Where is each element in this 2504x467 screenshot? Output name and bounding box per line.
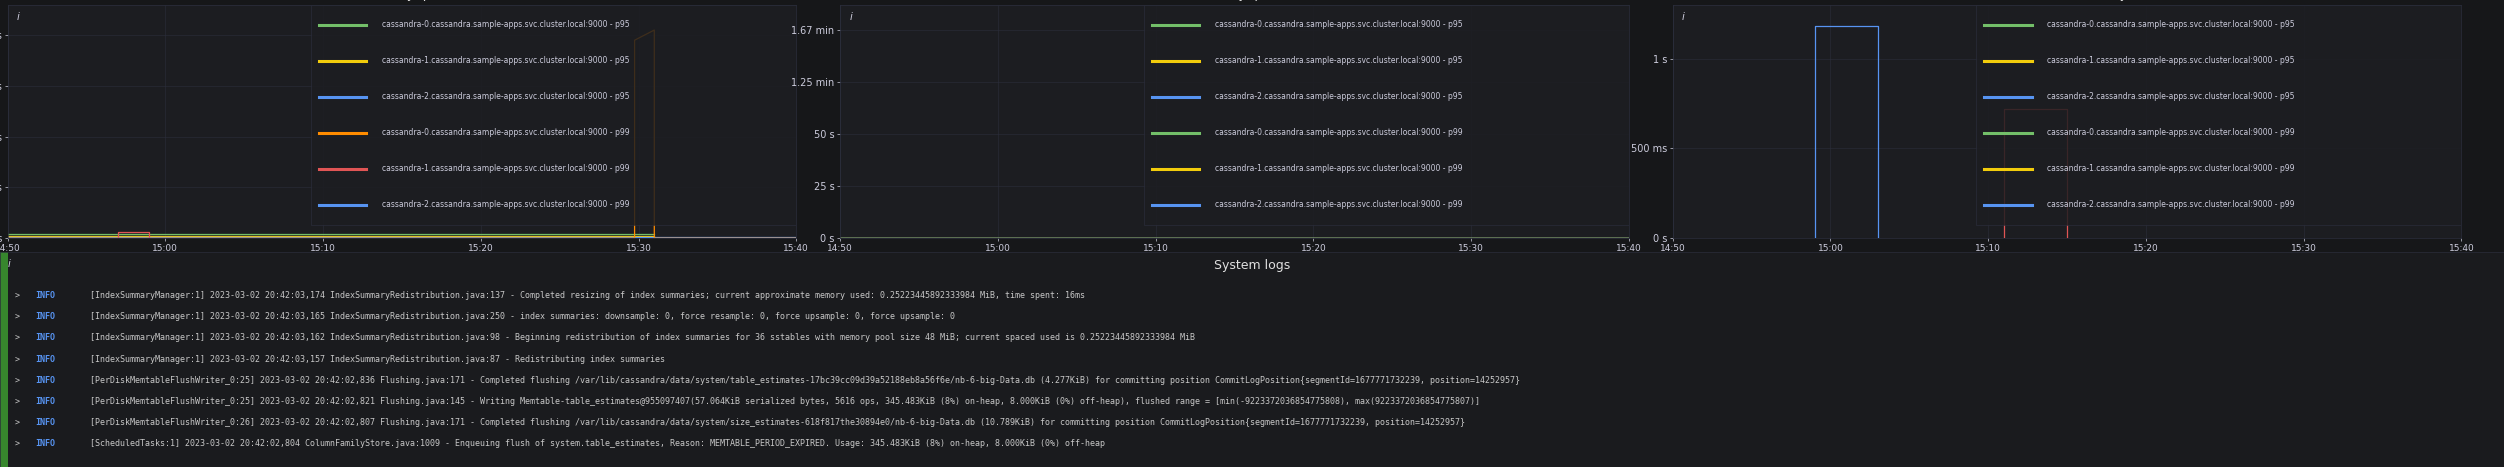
Text: [ScheduledTasks:1] 2023-03-02 20:42:02,804 ColumnFamilyStore.java:1009 - Enqueui: [ScheduledTasks:1] 2023-03-02 20:42:02,8… — [80, 439, 1104, 448]
Text: INFO: INFO — [35, 418, 55, 427]
Text: [PerDiskMemtableFlushWriter_0:26] 2023-03-02 20:42:02,807 Flushing.java:171 - Co: [PerDiskMemtableFlushWriter_0:26] 2023-0… — [80, 418, 1465, 427]
Text: INFO: INFO — [35, 333, 55, 342]
Title: Read latency quartiles: Read latency quartiles — [1164, 0, 1305, 1]
Text: cassandra-2.cassandra.sample-apps.svc.cluster.local:9000 - p95: cassandra-2.cassandra.sample-apps.svc.cl… — [383, 92, 629, 101]
Text: cassandra-1.cassandra.sample-apps.svc.cluster.local:9000 - p99: cassandra-1.cassandra.sample-apps.svc.cl… — [383, 164, 629, 173]
Text: INFO: INFO — [35, 354, 55, 363]
Text: cassandra-2.cassandra.sample-apps.svc.cluster.local:9000 - p99: cassandra-2.cassandra.sample-apps.svc.cl… — [1214, 200, 1462, 209]
Text: INFO: INFO — [35, 291, 55, 300]
Text: >: > — [15, 312, 25, 321]
Text: cassandra-2.cassandra.sample-apps.svc.cluster.local:9000 - p95: cassandra-2.cassandra.sample-apps.svc.cl… — [2048, 92, 2294, 101]
Text: i: i — [1683, 12, 1685, 21]
Text: cassandra-1.cassandra.sample-apps.svc.cluster.local:9000 - p99: cassandra-1.cassandra.sample-apps.svc.cl… — [1214, 164, 1462, 173]
Text: cassandra-1.cassandra.sample-apps.svc.cluster.local:9000 - p95: cassandra-1.cassandra.sample-apps.svc.cl… — [2048, 57, 2294, 65]
Text: System logs: System logs — [1214, 259, 1290, 272]
Text: [IndexSummaryManager:1] 2023-03-02 20:42:03,157 IndexSummaryRedistribution.java:: [IndexSummaryManager:1] 2023-03-02 20:42… — [80, 354, 666, 363]
Text: >: > — [15, 439, 25, 448]
Text: cassandra-2.cassandra.sample-apps.svc.cluster.local:9000 - p99: cassandra-2.cassandra.sample-apps.svc.cl… — [383, 200, 629, 209]
Text: >: > — [15, 418, 25, 427]
Text: [PerDiskMemtableFlushWriter_0:25] 2023-03-02 20:42:02,821 Flushing.java:145 - Wr: [PerDiskMemtableFlushWriter_0:25] 2023-0… — [80, 397, 1480, 406]
Text: >: > — [15, 354, 25, 363]
FancyBboxPatch shape — [310, 5, 796, 225]
Text: [PerDiskMemtableFlushWriter_0:25] 2023-03-02 20:42:02,836 Flushing.java:171 - Co: [PerDiskMemtableFlushWriter_0:25] 2023-0… — [80, 376, 1520, 385]
Text: [IndexSummaryManager:1] 2023-03-02 20:42:03,174 IndexSummaryRedistribution.java:: [IndexSummaryManager:1] 2023-03-02 20:42… — [80, 291, 1084, 300]
Text: cassandra-1.cassandra.sample-apps.svc.cluster.local:9000 - p95: cassandra-1.cassandra.sample-apps.svc.cl… — [383, 57, 629, 65]
Text: i: i — [8, 259, 10, 269]
Text: INFO: INFO — [35, 397, 55, 406]
Text: >: > — [15, 291, 25, 300]
Text: >: > — [15, 376, 25, 385]
Text: cassandra-0.cassandra.sample-apps.svc.cluster.local:9000 - p95: cassandra-0.cassandra.sample-apps.svc.cl… — [1214, 21, 1462, 29]
Text: cassandra-0.cassandra.sample-apps.svc.cluster.local:9000 - p95: cassandra-0.cassandra.sample-apps.svc.cl… — [383, 21, 631, 29]
Bar — [0, 252, 8, 467]
Text: cassandra-0.cassandra.sample-apps.svc.cluster.local:9000 - p95: cassandra-0.cassandra.sample-apps.svc.cl… — [2048, 21, 2296, 29]
Text: cassandra-2.cassandra.sample-apps.svc.cluster.local:9000 - p99: cassandra-2.cassandra.sample-apps.svc.cl… — [2048, 200, 2294, 209]
Text: [IndexSummaryManager:1] 2023-03-02 20:42:03,162 IndexSummaryRedistribution.java:: [IndexSummaryManager:1] 2023-03-02 20:42… — [80, 333, 1194, 342]
Text: cassandra-0.cassandra.sample-apps.svc.cluster.local:9000 - p99: cassandra-0.cassandra.sample-apps.svc.cl… — [383, 128, 631, 137]
Text: cassandra-2.cassandra.sample-apps.svc.cluster.local:9000 - p95: cassandra-2.cassandra.sample-apps.svc.cl… — [1214, 92, 1462, 101]
Text: >: > — [15, 397, 25, 406]
Text: >: > — [15, 333, 25, 342]
Text: INFO: INFO — [35, 312, 55, 321]
Text: i: i — [849, 12, 851, 21]
Text: cassandra-0.cassandra.sample-apps.svc.cluster.local:9000 - p99: cassandra-0.cassandra.sample-apps.svc.cl… — [1214, 128, 1462, 137]
Title: Write latency quartiles: Write latency quartiles — [331, 0, 473, 1]
Text: cassandra-1.cassandra.sample-apps.svc.cluster.local:9000 - p95: cassandra-1.cassandra.sample-apps.svc.cl… — [1214, 57, 1462, 65]
FancyBboxPatch shape — [1144, 5, 1628, 225]
FancyBboxPatch shape — [1976, 5, 2461, 225]
Text: cassandra-0.cassandra.sample-apps.svc.cluster.local:9000 - p99: cassandra-0.cassandra.sample-apps.svc.cl… — [2048, 128, 2296, 137]
Text: cassandra-1.cassandra.sample-apps.svc.cluster.local:9000 - p99: cassandra-1.cassandra.sample-apps.svc.cl… — [2048, 164, 2294, 173]
Title: Cross-node latency: Cross-node latency — [2008, 0, 2126, 1]
Text: INFO: INFO — [35, 376, 55, 385]
Text: [IndexSummaryManager:1] 2023-03-02 20:42:03,165 IndexSummaryRedistribution.java:: [IndexSummaryManager:1] 2023-03-02 20:42… — [80, 312, 954, 321]
Text: i: i — [18, 12, 20, 21]
Text: INFO: INFO — [35, 439, 55, 448]
